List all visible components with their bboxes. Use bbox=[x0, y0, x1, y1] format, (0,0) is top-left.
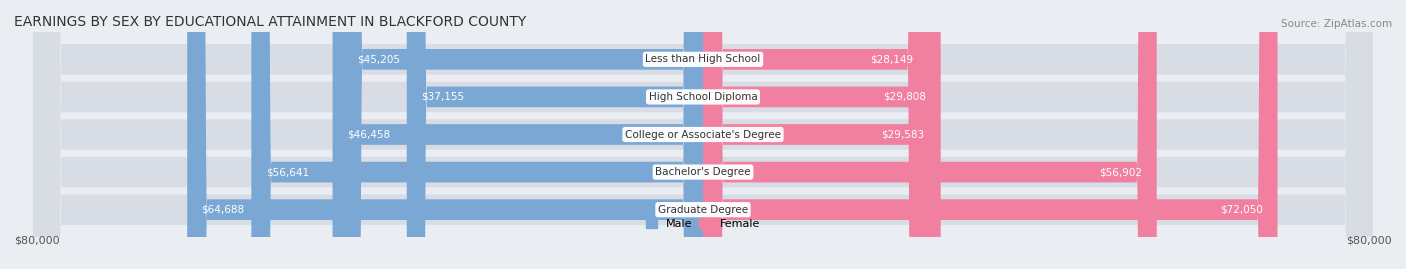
FancyBboxPatch shape bbox=[703, 0, 1157, 269]
FancyBboxPatch shape bbox=[34, 0, 1372, 269]
FancyBboxPatch shape bbox=[343, 0, 703, 269]
FancyBboxPatch shape bbox=[333, 0, 703, 269]
Text: $64,688: $64,688 bbox=[201, 205, 245, 215]
Text: Less than High School: Less than High School bbox=[645, 54, 761, 64]
FancyBboxPatch shape bbox=[34, 0, 1372, 269]
Text: $29,583: $29,583 bbox=[882, 129, 925, 140]
Text: $29,808: $29,808 bbox=[883, 92, 927, 102]
Text: $28,149: $28,149 bbox=[870, 54, 912, 64]
Text: $80,000: $80,000 bbox=[1347, 235, 1392, 245]
Text: $56,902: $56,902 bbox=[1099, 167, 1142, 177]
FancyBboxPatch shape bbox=[703, 0, 941, 269]
FancyBboxPatch shape bbox=[34, 0, 1372, 269]
Text: High School Diploma: High School Diploma bbox=[648, 92, 758, 102]
FancyBboxPatch shape bbox=[703, 0, 928, 269]
Text: $72,050: $72,050 bbox=[1220, 205, 1263, 215]
Text: $37,155: $37,155 bbox=[420, 92, 464, 102]
Text: $46,458: $46,458 bbox=[347, 129, 389, 140]
Text: Source: ZipAtlas.com: Source: ZipAtlas.com bbox=[1281, 19, 1392, 29]
Text: $80,000: $80,000 bbox=[14, 235, 59, 245]
FancyBboxPatch shape bbox=[703, 0, 939, 269]
Text: Graduate Degree: Graduate Degree bbox=[658, 205, 748, 215]
FancyBboxPatch shape bbox=[703, 0, 1278, 269]
FancyBboxPatch shape bbox=[406, 0, 703, 269]
Text: EARNINGS BY SEX BY EDUCATIONAL ATTAINMENT IN BLACKFORD COUNTY: EARNINGS BY SEX BY EDUCATIONAL ATTAINMEN… bbox=[14, 15, 526, 29]
FancyBboxPatch shape bbox=[187, 0, 703, 269]
Text: Bachelor's Degree: Bachelor's Degree bbox=[655, 167, 751, 177]
Text: College or Associate's Degree: College or Associate's Degree bbox=[626, 129, 780, 140]
FancyBboxPatch shape bbox=[34, 0, 1372, 269]
Text: $45,205: $45,205 bbox=[357, 54, 399, 64]
FancyBboxPatch shape bbox=[34, 0, 1372, 269]
Text: $56,641: $56,641 bbox=[266, 167, 309, 177]
Legend: Male, Female: Male, Female bbox=[641, 214, 765, 233]
FancyBboxPatch shape bbox=[252, 0, 703, 269]
